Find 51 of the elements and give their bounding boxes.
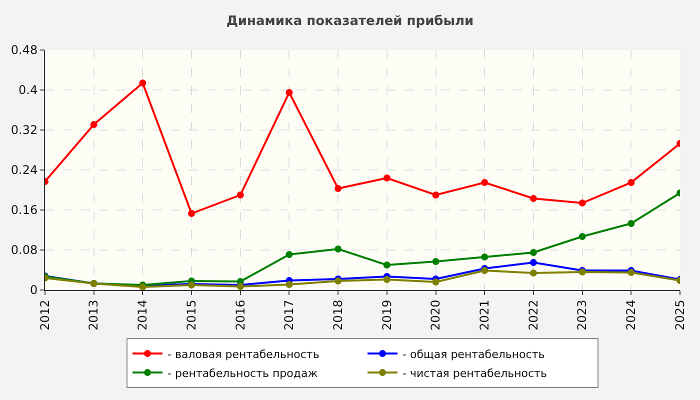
x-tick-label: 2018 (330, 300, 345, 330)
point (383, 262, 390, 268)
legend-label: - чистая рентабельность (402, 366, 547, 380)
y-tick-label: 0.48 (10, 43, 38, 58)
point (628, 179, 635, 186)
x-tick-label: 2017 (282, 300, 296, 330)
legend-label: - рентабельность продаж (168, 366, 318, 380)
x-tick-label: 2019 (380, 300, 394, 330)
y-tick-label: 0.32 (10, 123, 38, 138)
chart-title: Динамика показателей прибыли (226, 14, 474, 30)
point (334, 246, 342, 252)
x-tick-label: 2016 (233, 300, 248, 330)
point (334, 185, 342, 192)
point (383, 276, 390, 283)
point (481, 254, 488, 260)
point (90, 121, 98, 128)
point (286, 89, 293, 96)
x-tick-label: 2013 (86, 300, 101, 330)
point (578, 233, 586, 240)
point (139, 80, 146, 86)
x-tick-label: 2024 (624, 300, 638, 330)
x-tick-label: 2022 (526, 300, 540, 330)
point (481, 179, 488, 186)
x-tick-label: 2014 (136, 300, 150, 330)
x-tick-label: 2021 (478, 300, 492, 330)
y-tick-label: 0.4 (18, 83, 38, 98)
y-tick-label: 0.24 (10, 163, 38, 178)
x-tick-label: 2015 (184, 300, 198, 330)
point (286, 251, 293, 258)
point (286, 281, 293, 288)
point (432, 192, 440, 198)
x-tick-label: 2012 (38, 300, 52, 330)
y-tick-label: 0.08 (10, 243, 38, 258)
y-tick-label: 0 (30, 283, 38, 298)
y-tick-label: 0.16 (10, 203, 38, 218)
x-tick-label: 2023 (575, 300, 590, 330)
point (530, 270, 537, 276)
point (530, 249, 537, 256)
legend-label: - валовая рентабельность (168, 348, 320, 361)
point (432, 278, 440, 286)
point (578, 200, 586, 206)
point (236, 192, 244, 198)
point (188, 210, 196, 217)
point (383, 174, 390, 182)
point (628, 220, 635, 227)
legend-label: - общая рентабельность (402, 348, 545, 361)
x-tick-label: 2020 (428, 300, 443, 330)
point (530, 195, 537, 202)
point (530, 259, 537, 266)
x-tick-label: 2025 (672, 300, 687, 330)
point (432, 258, 440, 265)
